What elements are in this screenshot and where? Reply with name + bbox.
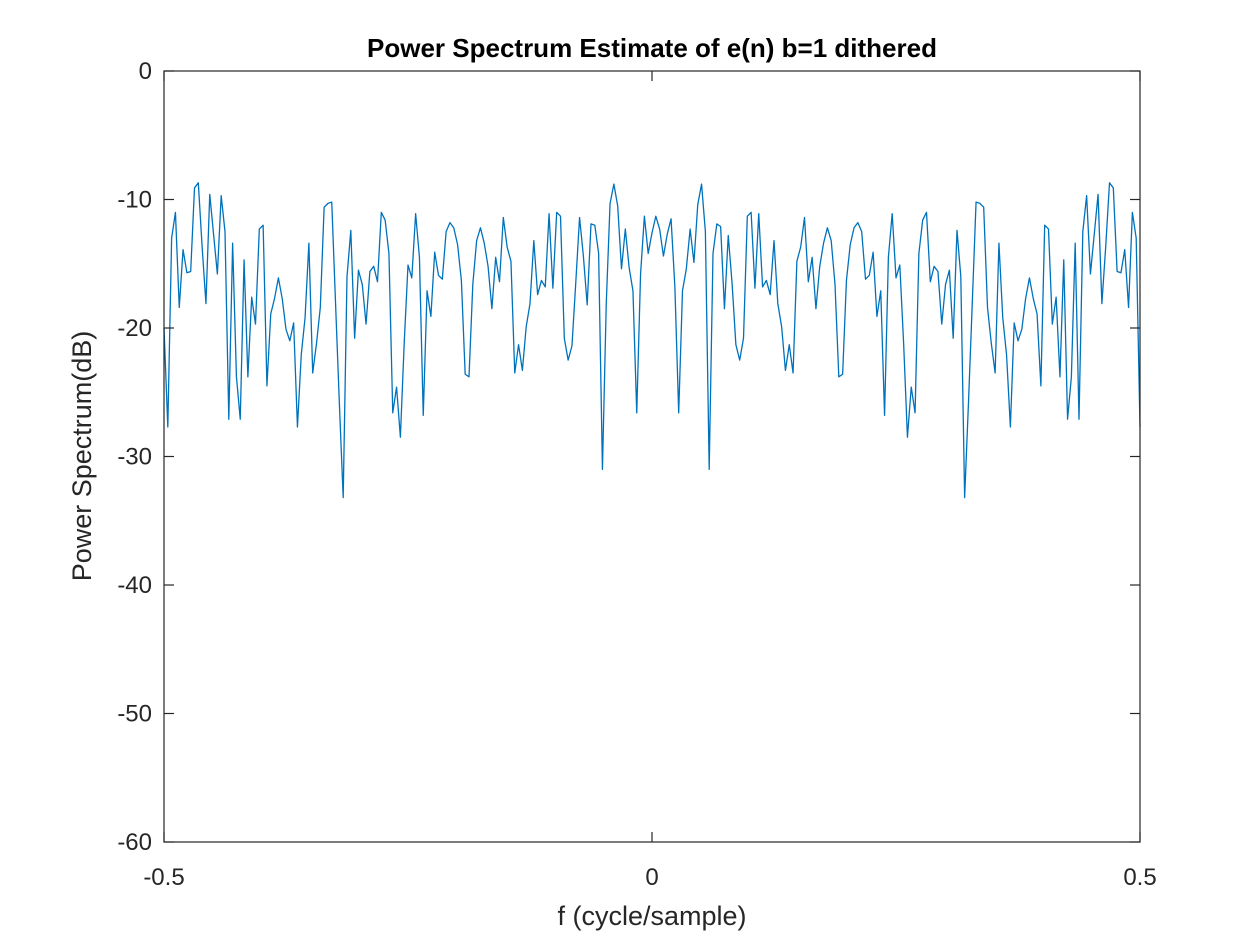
x-tick-label: 0.5	[1123, 864, 1156, 891]
y-tick-label: -60	[117, 829, 152, 856]
y-tick-label: -10	[117, 187, 152, 214]
y-tick-label: 0	[139, 58, 152, 85]
series-line	[163, 182, 1141, 499]
y-tick-label: -30	[117, 444, 152, 471]
chart-title: Power Spectrum Estimate of e(n) b=1 dith…	[367, 33, 937, 63]
y-tick-label: -50	[117, 701, 152, 728]
x-tick-label: -0.5	[143, 864, 184, 891]
x-axis: -0.5 0 0.5	[143, 71, 1157, 891]
y-axis-label: Power Spectrum(dB)	[67, 331, 97, 582]
plot-area	[164, 71, 1140, 842]
series-layer	[163, 182, 1141, 499]
x-axis-label: f (cycle/sample)	[557, 901, 746, 931]
y-axis: 0 -10 -20 -30 -40 -50 -60	[117, 58, 1140, 856]
x-tick-label: 0	[645, 864, 658, 891]
y-tick-label: -40	[117, 572, 152, 599]
y-tick-label: -20	[117, 315, 152, 342]
